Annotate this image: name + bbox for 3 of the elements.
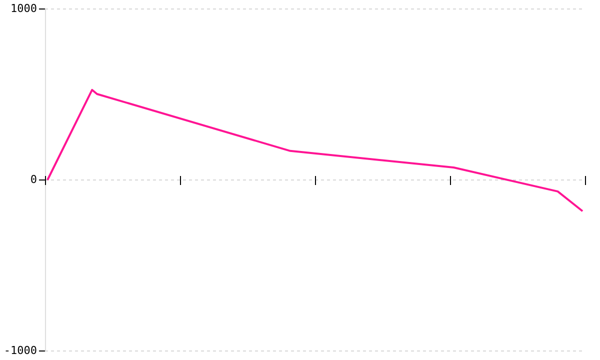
y-tick-label: -1000 [4,344,37,357]
y-tick-label: 0 [30,172,37,186]
y-tick-label: 1000 [10,2,37,15]
